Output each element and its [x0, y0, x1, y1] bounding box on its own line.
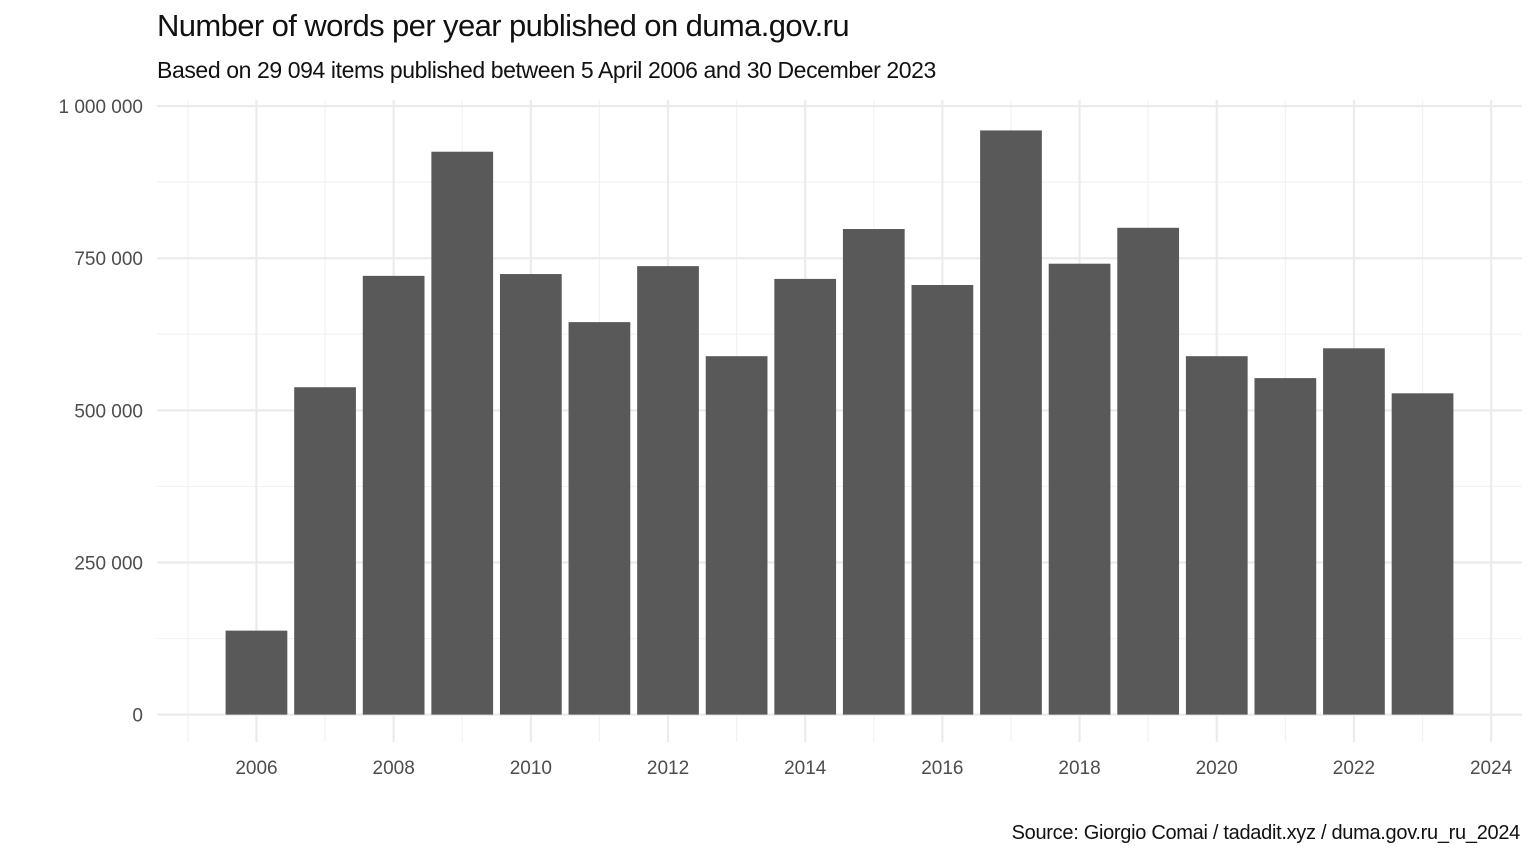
bar-2013: [705, 356, 768, 715]
chart-caption: Source: Giorgio Comai / tadadit.xyz / du…: [1011, 822, 1521, 844]
bar-2008: [362, 275, 425, 715]
bar-2014: [774, 278, 837, 715]
x-tick-label: 2012: [647, 758, 689, 779]
bar-2023: [1391, 393, 1454, 715]
y-tick-label: 250 000: [74, 553, 143, 574]
y-tick-label: 500 000: [74, 401, 143, 422]
bar-2007: [294, 387, 356, 715]
bar-2011: [568, 322, 631, 715]
bar-2017: [980, 130, 1042, 715]
bar-2021: [1254, 378, 1317, 715]
x-tick-label: 2024: [1470, 758, 1513, 779]
x-tick-label: 2006: [235, 758, 277, 779]
x-tick-label: 2014: [784, 758, 827, 779]
x-tick-label: 2010: [510, 758, 552, 779]
chart-subtitle: Based on 29 094 items published between …: [157, 57, 936, 83]
x-tick-label: 2016: [921, 758, 963, 779]
y-axis-ticks: 0 250 000 500 000 750 000 1 000 000: [58, 97, 143, 727]
x-tick-label: 2020: [1196, 758, 1238, 779]
bar-2009: [431, 151, 494, 715]
y-tick-label: 750 000: [74, 249, 143, 270]
y-tick-label: 1 000 000: [58, 97, 143, 118]
bar-2019: [1117, 227, 1180, 715]
grid-lines: [157, 100, 1522, 742]
x-axis-ticks: 2006 2008 2010 2012 2014 2016 2018 2020 2022 2024: [235, 758, 1512, 779]
x-tick-label: 2022: [1333, 758, 1375, 779]
y-tick-label: 0: [132, 706, 143, 727]
bar-2022: [1323, 348, 1385, 715]
bars: [225, 130, 1454, 715]
bar-2006: [225, 630, 288, 715]
bar-2020: [1185, 356, 1248, 715]
chart-title: Number of words per year published on du…: [157, 8, 850, 43]
bar-2010: [499, 274, 562, 715]
bar-2018: [1048, 263, 1111, 715]
bar-2016: [911, 284, 974, 715]
x-tick-label: 2018: [1058, 758, 1100, 779]
bar-2015: [842, 229, 905, 715]
x-tick-label: 2008: [373, 758, 415, 779]
bar-2012: [637, 266, 699, 715]
